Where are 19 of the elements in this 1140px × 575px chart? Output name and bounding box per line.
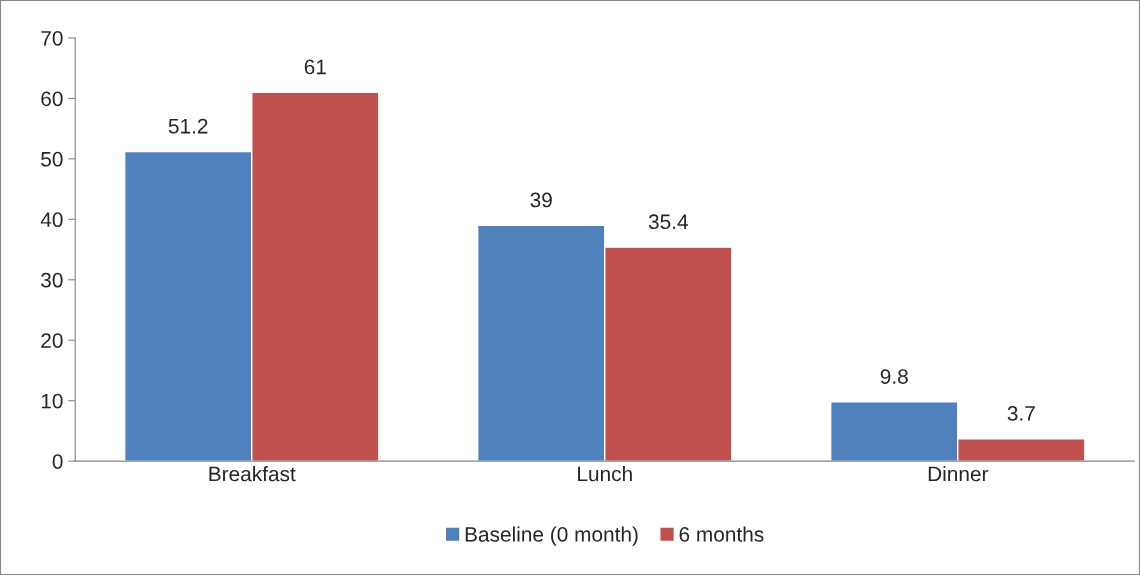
y-tick-label: 30 [41, 272, 63, 288]
legend-label: 6 months [679, 526, 764, 542]
y-tick-label: 70 [41, 30, 63, 46]
x-tick-label: Lunch [578, 466, 632, 482]
y-tick-label: 40 [40, 212, 63, 228]
data-label: 39 [530, 192, 552, 208]
legend-label: Baseline (0 month) [465, 526, 638, 546]
y-tick-label: 10 [41, 393, 63, 409]
y-tick-label: 0 [52, 454, 63, 469]
y-tick-label: 50 [41, 151, 63, 167]
data-label: 35.4 [648, 214, 688, 230]
data-label: 9.8 [880, 369, 908, 384]
x-tick-label: Breakfast [209, 466, 296, 482]
x-tick-label: Dinner [928, 466, 989, 482]
data-label: 61 [304, 59, 326, 75]
data-label: 51.2 [168, 118, 208, 134]
y-tick-label: 20 [41, 333, 63, 348]
y-tick-label: 60 [41, 91, 63, 107]
data-label: 3.7 [1007, 406, 1035, 421]
